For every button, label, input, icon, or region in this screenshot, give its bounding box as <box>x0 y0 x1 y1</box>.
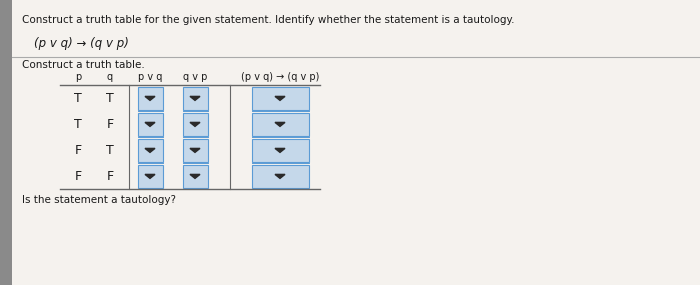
Text: T: T <box>106 91 114 105</box>
Bar <box>0 0 12 285</box>
Polygon shape <box>190 174 200 178</box>
Text: (p v q) → (q v p): (p v q) → (q v p) <box>34 37 129 50</box>
Text: T: T <box>106 144 114 156</box>
Polygon shape <box>275 174 285 178</box>
Bar <box>137 164 162 188</box>
Bar <box>251 164 309 188</box>
Polygon shape <box>190 122 200 127</box>
Bar <box>183 164 207 188</box>
Bar <box>251 113 309 135</box>
Polygon shape <box>190 148 200 152</box>
Text: T: T <box>74 91 82 105</box>
Text: F: F <box>106 117 113 131</box>
Text: F: F <box>106 170 113 182</box>
Polygon shape <box>275 148 285 152</box>
Text: F: F <box>74 170 82 182</box>
Text: q v p: q v p <box>183 72 207 82</box>
Text: p: p <box>75 72 81 82</box>
Bar <box>137 139 162 162</box>
Polygon shape <box>145 96 155 100</box>
Text: Construct a truth table.: Construct a truth table. <box>22 60 145 70</box>
Polygon shape <box>145 122 155 127</box>
Polygon shape <box>145 174 155 178</box>
Text: q: q <box>107 72 113 82</box>
Bar <box>183 139 207 162</box>
Polygon shape <box>275 96 285 100</box>
Text: (p v q) → (q v p): (p v q) → (q v p) <box>241 72 319 82</box>
Text: F: F <box>74 144 82 156</box>
Text: Construct a truth table for the given statement. Identify whether the statement : Construct a truth table for the given st… <box>22 15 514 25</box>
Bar <box>251 139 309 162</box>
Bar <box>137 87 162 109</box>
Bar <box>183 87 207 109</box>
Polygon shape <box>275 122 285 127</box>
Bar <box>251 87 309 109</box>
Polygon shape <box>145 148 155 152</box>
Text: T: T <box>74 117 82 131</box>
Text: Is the statement a tautology?: Is the statement a tautology? <box>22 195 176 205</box>
Bar <box>183 113 207 135</box>
Polygon shape <box>190 96 200 100</box>
Text: p v q: p v q <box>138 72 162 82</box>
Bar <box>137 113 162 135</box>
